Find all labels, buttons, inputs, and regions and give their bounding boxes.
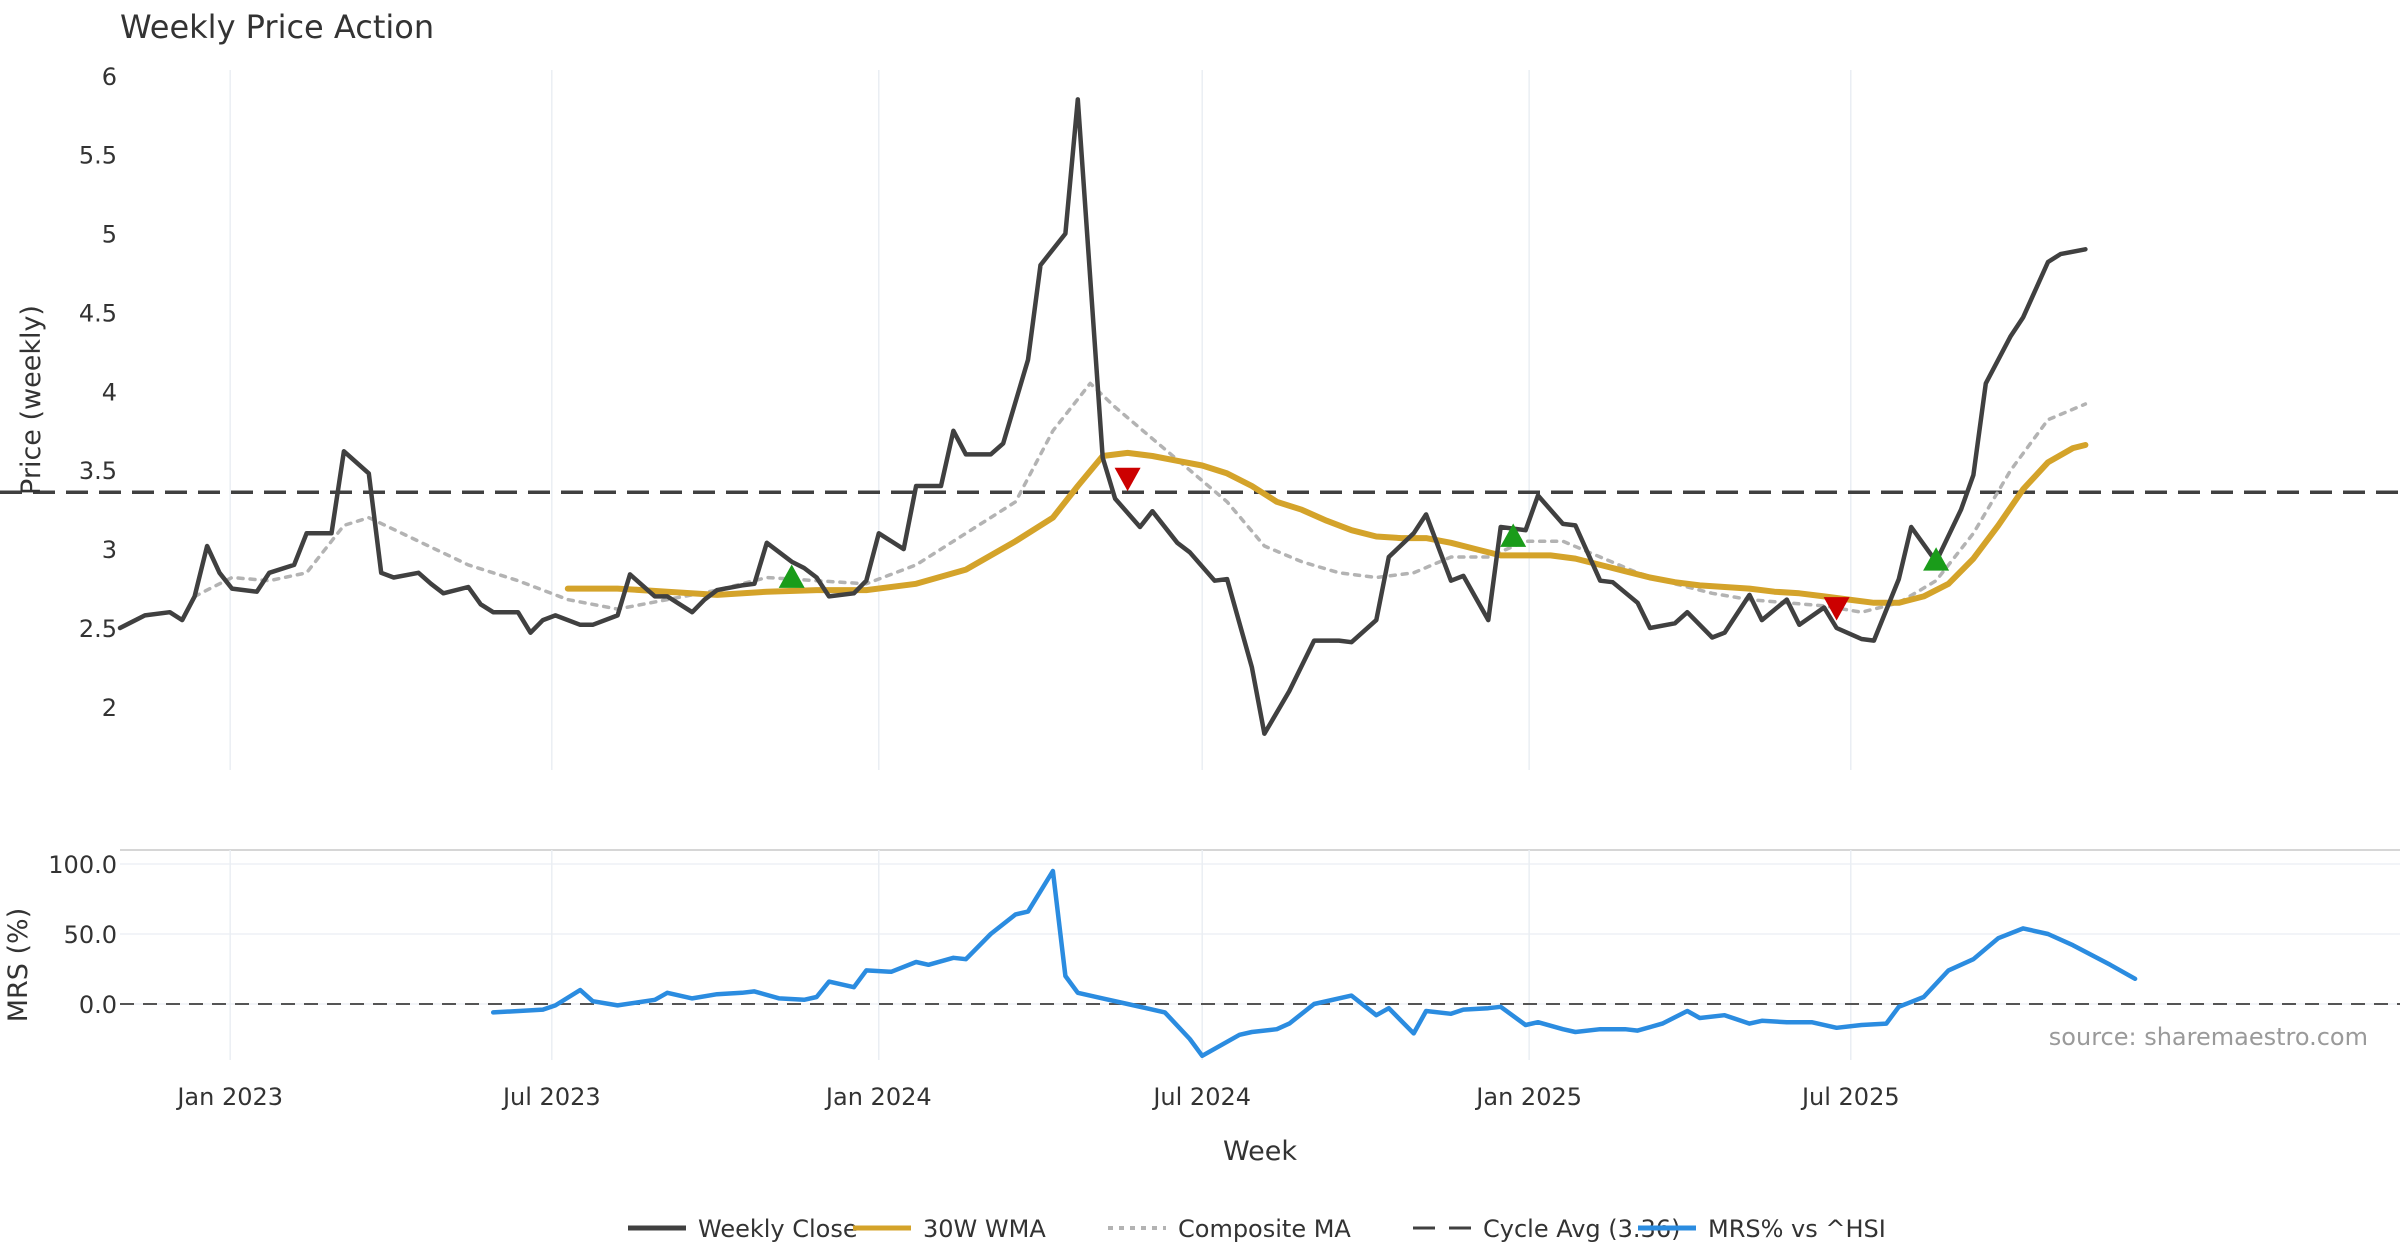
price-series [117, 97, 2089, 736]
mrs-y-ticks: 0.0 50.0 100.0 [48, 851, 117, 1019]
x-tick-label: Jul 2024 [1151, 1083, 1251, 1111]
source-note: source: sharemaestro.com [2049, 1023, 2368, 1051]
mrs-y-tick-label: 0.0 [79, 991, 117, 1019]
price-y-tick-label: 5 [102, 221, 117, 249]
legend-item: Composite MA [1108, 1215, 1351, 1243]
price-y-ticks: 2 2.5 3 3.5 4 4.5 5 5.5 6 [79, 63, 117, 722]
x-tick-label: Jul 2023 [501, 1083, 601, 1111]
price-y-tick-label: 2 [102, 694, 117, 722]
price-y-tick-label: 4 [102, 378, 117, 406]
price-y-tick-label: 4.5 [79, 299, 117, 327]
legend-item: 30W WMA [853, 1215, 1046, 1243]
mrs-line [490, 868, 2138, 1059]
composite-ma-line [192, 381, 2088, 614]
mrs-y-tick-label: 100.0 [48, 851, 117, 879]
signal-markers [778, 467, 1950, 621]
legend-item: Weekly Close [628, 1215, 858, 1243]
legend: Weekly Close 30W WMA Composite MA Cycle Avg… [628, 1215, 1886, 1243]
buy-signal-marker [1923, 547, 1950, 571]
mrs-series [490, 868, 2138, 1059]
legend-label: 30W WMA [923, 1215, 1046, 1243]
x-axis-label: Week [1223, 1136, 1297, 1167]
price-y-tick-label: 3 [102, 536, 117, 564]
price-y-tick-label: 3.5 [79, 457, 117, 485]
wma-line [564, 442, 2089, 606]
chart-title: Weekly Price Action [120, 8, 434, 46]
legend-label: Weekly Close [698, 1215, 858, 1243]
x-tick-label: Jan 2023 [175, 1083, 283, 1111]
x-axis-ticks: Jan 2023 Jul 2023 Jan 2024 Jul 2024 Jan 2025… [175, 1083, 1899, 1111]
buy-signal-marker [1500, 523, 1527, 547]
legend-item: MRS% vs ^HSI [1638, 1215, 1886, 1243]
price-panel: 2 2.5 3 3.5 4 4.5 5 5.5 6 Price (weekly) [0, 63, 2400, 770]
x-tick-label: Jan 2024 [824, 1083, 932, 1111]
mrs-panel: 0.0 50.0 100.0 MRS (%) source: sharemaestr… [3, 849, 2400, 1060]
sell-signal-marker [1823, 597, 1850, 621]
price-y-tick-label: 5.5 [79, 142, 117, 170]
x-tick-label: Jan 2025 [1474, 1083, 1582, 1111]
mrs-y-axis-label: MRS (%) [3, 908, 34, 1023]
price-grid [229, 70, 1852, 770]
sell-signal-marker [1114, 467, 1141, 492]
legend-label: Composite MA [1178, 1215, 1351, 1243]
legend-label: MRS% vs ^HSI [1708, 1215, 1886, 1243]
price-y-tick-label: 2.5 [79, 615, 117, 643]
buy-signal-marker [778, 564, 805, 588]
x-tick-label: Jul 2025 [1800, 1083, 1900, 1111]
price-y-axis-label: Price (weekly) [16, 305, 47, 495]
weekly-close-line [117, 97, 2088, 736]
mrs-y-tick-label: 50.0 [64, 921, 117, 949]
price-y-tick-label: 6 [102, 63, 117, 91]
